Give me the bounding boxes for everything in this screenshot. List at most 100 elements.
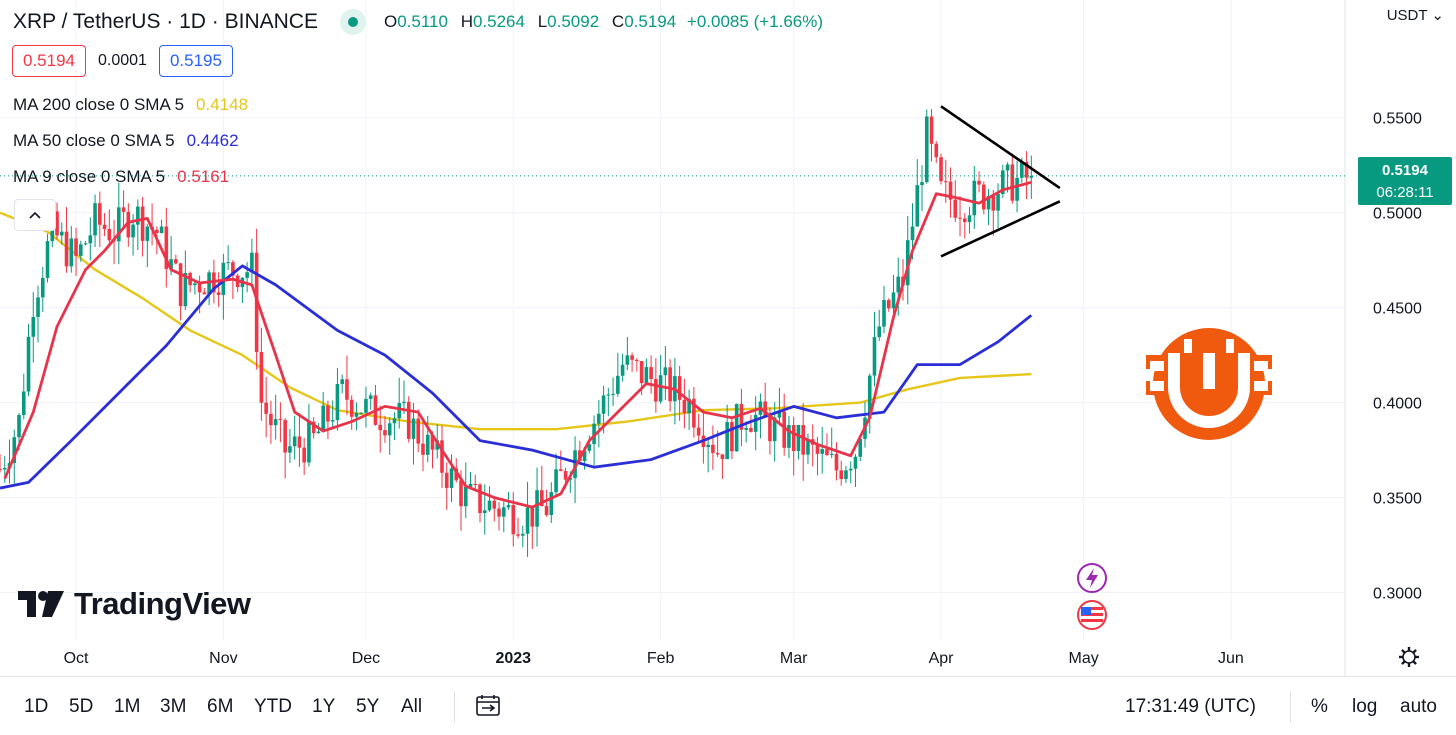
x-tick-label: Nov [209,650,237,667]
candle-body [216,292,221,295]
candle-body [193,283,197,286]
candle-body [720,454,725,460]
candle-body [559,469,563,471]
calendar-range-icon[interactable] [474,693,502,719]
candle-body [943,181,948,183]
tradingview-wordmark: TradingView [74,586,251,621]
candle-body [668,367,672,402]
timeframe-1y[interactable]: 1Y [312,696,336,717]
timeframe-5y[interactable]: 5Y [356,696,380,717]
time-axis[interactable]: Oct Nov Dec 2023 Feb Mar Apr May Jun [64,647,1419,667]
timeframe-6m[interactable]: 6M [207,696,234,717]
symbol-title[interactable]: XRP / TetherUS · 1D · BINANCE [13,10,318,33]
candle-body [658,375,663,402]
price-axis[interactable]: 0.3000 0.3500 0.4000 0.4500 0.5000 0.5500 [1373,111,1422,603]
candle-body [397,403,402,419]
candle-body [102,224,107,230]
candle-body [36,297,40,317]
candle-body [416,418,421,444]
timeframe-all[interactable]: All [401,696,423,717]
candle-body [430,434,435,450]
y-tick-label: 0.4000 [1373,396,1422,413]
candle-body [711,444,715,454]
candle-body [98,203,102,225]
percent-toggle[interactable]: % [1311,696,1328,717]
candle-body [649,367,653,379]
candle-body [178,263,183,307]
x-tick-label: May [1068,650,1098,667]
candle-body [625,355,630,365]
chevron-down-icon: ⌄ [1431,7,1444,24]
candle-body [59,231,64,236]
us-event-icon[interactable] [1076,599,1108,636]
chart-grid [0,0,1346,676]
symbol-header: XRP / TetherUS · 1D · BINANCE O0.5110 H0… [13,9,823,35]
collapse-legend-button[interactable] [14,199,56,231]
candle-body [26,336,31,392]
candle-body [991,196,996,211]
candle-body [554,469,558,493]
currency-selector[interactable]: USDT ⌄ [1387,6,1444,24]
candle-body [877,326,882,338]
indicator-legend-ma9[interactable]: MA 9 close 0 SMA 5 0.5161 [13,167,229,187]
indicator-legend-ma200[interactable]: MA 200 close 0 SMA 5 0.4148 [13,95,248,115]
candle-body [40,277,45,298]
candle-body [601,395,606,414]
candle-body [368,395,373,399]
log-toggle[interactable]: log [1352,696,1378,717]
candle-body [155,229,159,233]
candle-body [197,283,202,293]
candle-body [2,467,7,470]
candle-body [459,480,463,507]
candle-body [620,364,625,376]
candle-body [121,207,126,212]
timeframe-5d[interactable]: 5D [69,696,94,717]
candle-body [511,505,516,535]
close-label: C [611,12,625,31]
candle-body [981,184,986,210]
candle-body [478,484,482,514]
candle-body [967,215,972,223]
timeframe-3m[interactable]: 3M [160,696,187,717]
y-tick-label: 0.4500 [1373,301,1422,318]
candle-body [820,449,825,454]
candle-body [83,243,88,245]
candle-body [74,238,78,256]
lightning-event-icon[interactable] [1076,562,1108,599]
candle-body [468,483,473,487]
candle-body [326,405,330,422]
x-tick-label: Oct [64,650,89,667]
candle-body [872,337,877,376]
tradingview-logo[interactable]: TradingView [18,586,251,622]
buy-button[interactable]: 0.5195 [158,45,233,77]
candle-body [763,401,767,417]
candle-body [402,401,406,404]
auto-toggle[interactable]: auto [1400,696,1437,717]
indicator-legend-ma50[interactable]: MA 50 close 0 SMA 5 0.4462 [13,131,239,151]
candle-body [520,533,525,536]
sell-button[interactable]: 0.5194 [12,45,86,77]
last-price-value: 0.5194 [1382,162,1428,179]
candle-body [421,443,425,455]
candle-body [164,226,169,269]
candle-body [801,424,805,455]
candle-body [687,398,691,414]
candle-body [606,394,611,396]
price-chart[interactable]: 0.3000 0.3500 0.4000 0.4500 0.5000 0.5500 Oct… [0,0,1456,676]
candle-body [0,469,2,471]
utc-clock[interactable]: 17:31:49 (UTC) [1125,696,1256,717]
timeframe-ytd[interactable]: YTD [254,696,292,717]
candle-body [288,446,292,453]
timeframe-1d[interactable]: 1D [24,696,49,717]
candle-body [126,211,131,238]
candle-body [549,492,554,516]
candle-body [977,180,981,185]
timeframe-1m[interactable]: 1M [114,696,141,717]
candle-body [635,359,639,362]
candle-body [226,262,230,264]
candle-body [958,217,962,219]
candle-body [506,505,511,508]
market-status-icon[interactable] [339,9,366,35]
candle-body [292,436,297,447]
candle-body [639,361,644,384]
